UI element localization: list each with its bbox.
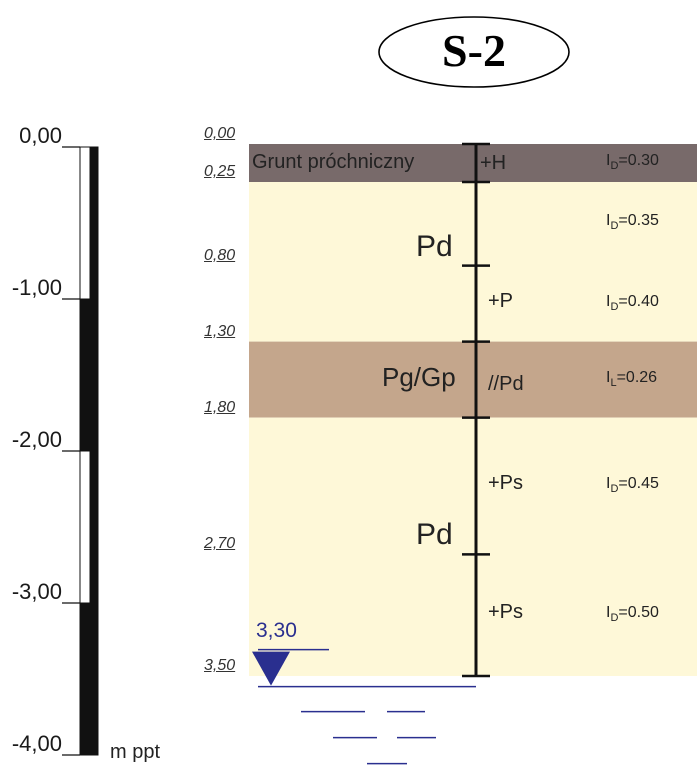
water-level-label: 3,30 [256,618,297,642]
layer-name: Pd [416,518,453,552]
scale-segment-left [79,602,91,756]
well-name: S-2 [442,25,506,76]
borehole-column [462,142,490,678]
scale-segment-right [89,602,99,756]
index-symbol: I [606,212,611,230]
index-number: =0.30 [618,152,659,169]
index-subscript: D [610,300,619,313]
index-symbol: I [606,152,611,169]
sublayer-label: +Ps [488,601,524,624]
scale-tick-label: -4,00 [11,731,62,756]
index-subscript: D [610,160,619,172]
index-value: ID=0.45 [606,476,659,495]
sublayer-label: +Ps [488,472,524,494]
well-title [378,16,570,88]
index-subscript: L [610,376,617,389]
scale-segment-right [89,146,99,300]
layer-name: Grunt próchniczny [252,151,415,173]
layer-name: Pd [416,229,453,263]
boundary-depth-label: 0,00 [204,125,236,142]
index-number: =0.35 [618,212,659,230]
water-level-triangle [252,651,290,686]
layer-type-label: +H [480,152,507,174]
index-number: =0.40 [618,292,659,310]
boundary-depth-label: 1,80 [204,398,236,416]
boundary-depth-label: 3,50 [204,657,236,674]
index-value: ID=0.30 [606,153,659,172]
sublayer-label: +P [488,289,514,312]
groundwater-marker [252,648,476,765]
layer-name: Pg/Gp [382,361,456,392]
scale-tick-label: 0,00 [19,123,62,148]
depth-scale [62,146,99,756]
soil-layer [249,144,697,182]
index-symbol: I [606,604,611,622]
index-number: =0.50 [618,604,659,622]
scale-segment-left [79,298,91,452]
index-number: =0.26 [616,368,658,386]
index-number: =0.45 [618,475,659,492]
index-symbol: I [606,368,611,386]
index-value: ID=0.35 [606,213,659,232]
soil-layers [249,144,697,676]
soil-layer [249,341,697,418]
scale-tick-label: -3,00 [11,579,62,604]
index-value: ID=0.50 [606,605,659,624]
soil-layer [249,417,697,676]
boundary-depth-label: 2,70 [204,535,236,553]
scale-tick-label: -2,00 [11,427,62,452]
boundary-depth-label: 0,25 [204,163,236,180]
index-subscript: D [610,612,619,625]
scale-unit: m ppt [110,741,161,763]
scale-tick-label: -1,00 [11,275,62,300]
layer-type-label: //Pd [488,372,524,395]
scale-segment-left [79,146,91,300]
index-value: IL=0.26 [606,368,658,389]
soil-layer [249,182,697,342]
scale-segment-right [89,450,99,604]
scale-segment-right [89,298,99,452]
index-subscript: D [610,483,619,495]
index-value: ID=0.40 [606,292,659,313]
index-symbol: I [606,292,611,310]
boundary-depth-label: 1,30 [204,322,236,340]
boundary-depth-label: 0,80 [204,246,236,264]
scale-segment-left [79,450,91,604]
index-subscript: D [610,220,619,233]
title-ellipse [378,16,570,88]
index-symbol: I [606,475,611,492]
